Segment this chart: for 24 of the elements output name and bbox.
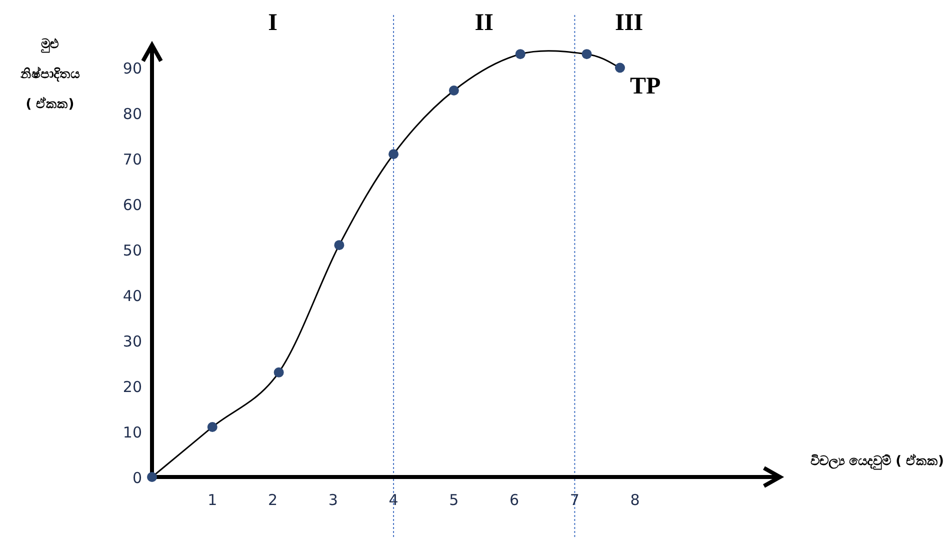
y-tick-label: 10 [122,424,142,442]
x-tick-label: 6 [510,491,520,509]
y-tick-label: 0 [132,469,142,487]
y-axis-title: මුළු නිෂ්පාදිතය ( ඒකක) [20,37,80,112]
y-tick-label: 20 [122,378,142,396]
y-tick-label: 30 [122,332,142,351]
x-tick-label: 8 [630,491,640,509]
y-tick-label: 40 [122,287,142,306]
y-tick-label: 80 [122,105,142,124]
y-tick-label: 70 [122,150,142,169]
text: II [474,10,494,36]
annotation: TP [630,74,661,100]
y-tick-label: 90 [122,60,142,78]
y-tick-label: 60 [122,196,142,214]
x-tick-label: 4 [388,491,398,509]
x-tick-label: 3 [328,491,338,509]
text: III [615,10,644,36]
x-tick-label: 7 [570,491,580,509]
x-tick-label: 1 [208,491,218,509]
text: I [268,10,278,36]
x-tick-label: 2 [268,491,278,509]
x-axis-title: විචල්‍ය යෙදවුම් ( ඒකක) [810,453,944,470]
x-tick-label: 5 [449,491,459,509]
y-tick-label: 50 [122,242,142,260]
